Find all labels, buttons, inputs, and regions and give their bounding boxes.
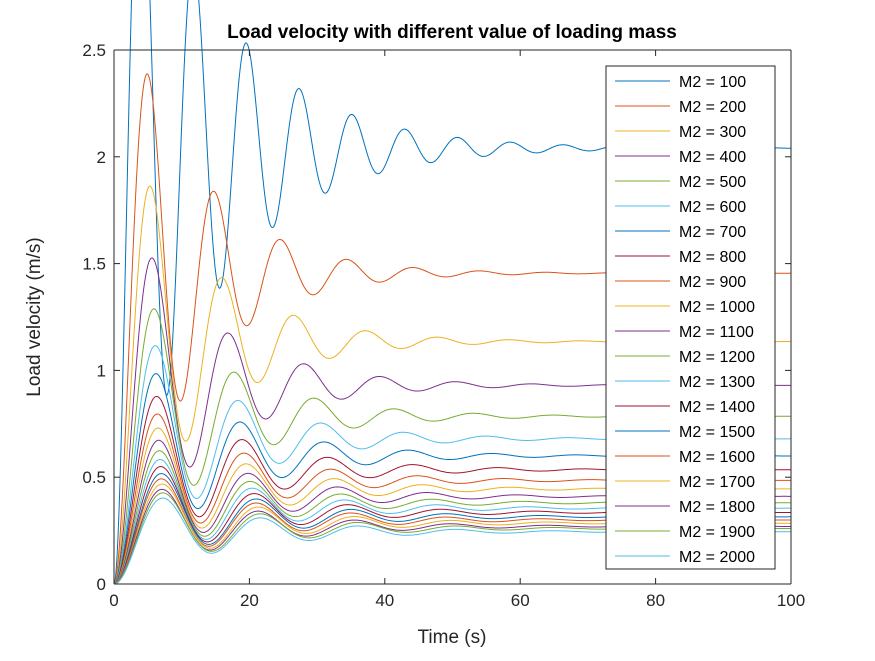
legend-box (605, 65, 776, 570)
legend-label: M2 = 300 (679, 124, 746, 141)
x-tick-label: 20 (240, 591, 259, 610)
y-tick-label: 1.5 (82, 255, 106, 274)
y-tick-label: 1 (97, 361, 106, 380)
x-tick-label: 100 (777, 591, 805, 610)
x-tick-label: 60 (511, 591, 530, 610)
legend: M2 = 100 M2 = 200 M2 = 300 M2 = 400 M2 = 500… (605, 65, 776, 570)
legend-label: M2 = 800 (679, 249, 746, 266)
legend-label: M2 = 200 (679, 99, 746, 116)
legend-entries: M2 = 100 M2 = 200 M2 = 300 M2 = 400 M2 = 500… (615, 74, 755, 566)
x-tick-label: 0 (109, 591, 118, 610)
legend-label: M2 = 2000 (679, 549, 755, 566)
legend-label: M2 = 1200 (679, 349, 755, 366)
legend-label: M2 = 500 (679, 174, 746, 191)
legend-label: M2 = 1000 (679, 299, 755, 316)
legend-label: M2 = 900 (679, 274, 746, 291)
y-tick-label: 0 (97, 575, 106, 594)
legend-label: M2 = 400 (679, 149, 746, 166)
x-tick-label: 80 (646, 591, 665, 610)
x-tick-label: 40 (375, 591, 394, 610)
ticks-layer: 0 20 40 60 80 100 0 0.5 1 1.5 2 2.5 (82, 41, 805, 610)
legend-label: M2 = 700 (679, 224, 746, 241)
chart-title: Load velocity with different value of lo… (227, 22, 677, 43)
axes-layer (113, 49, 792, 585)
y-axis-label: Load velocity (m/s) (24, 237, 45, 396)
y-tick-label: 0.5 (82, 468, 106, 487)
legend-label: M2 = 1500 (679, 424, 755, 441)
legend-label: M2 = 1800 (679, 499, 755, 516)
legend-label: M2 = 1400 (679, 399, 755, 416)
y-tick-label: 2 (97, 148, 106, 167)
legend-label: M2 = 100 (679, 74, 746, 91)
x-axis-label: Time (s) (418, 627, 487, 648)
legend-label: M2 = 1300 (679, 374, 755, 391)
legend-label: M2 = 600 (679, 199, 746, 216)
legend-label: M2 = 1900 (679, 524, 755, 541)
y-tick-label: 2.5 (82, 41, 106, 60)
legend-label: M2 = 1100 (679, 324, 754, 341)
legend-label: M2 = 1600 (679, 449, 755, 466)
legend-label: M2 = 1700 (679, 474, 755, 491)
